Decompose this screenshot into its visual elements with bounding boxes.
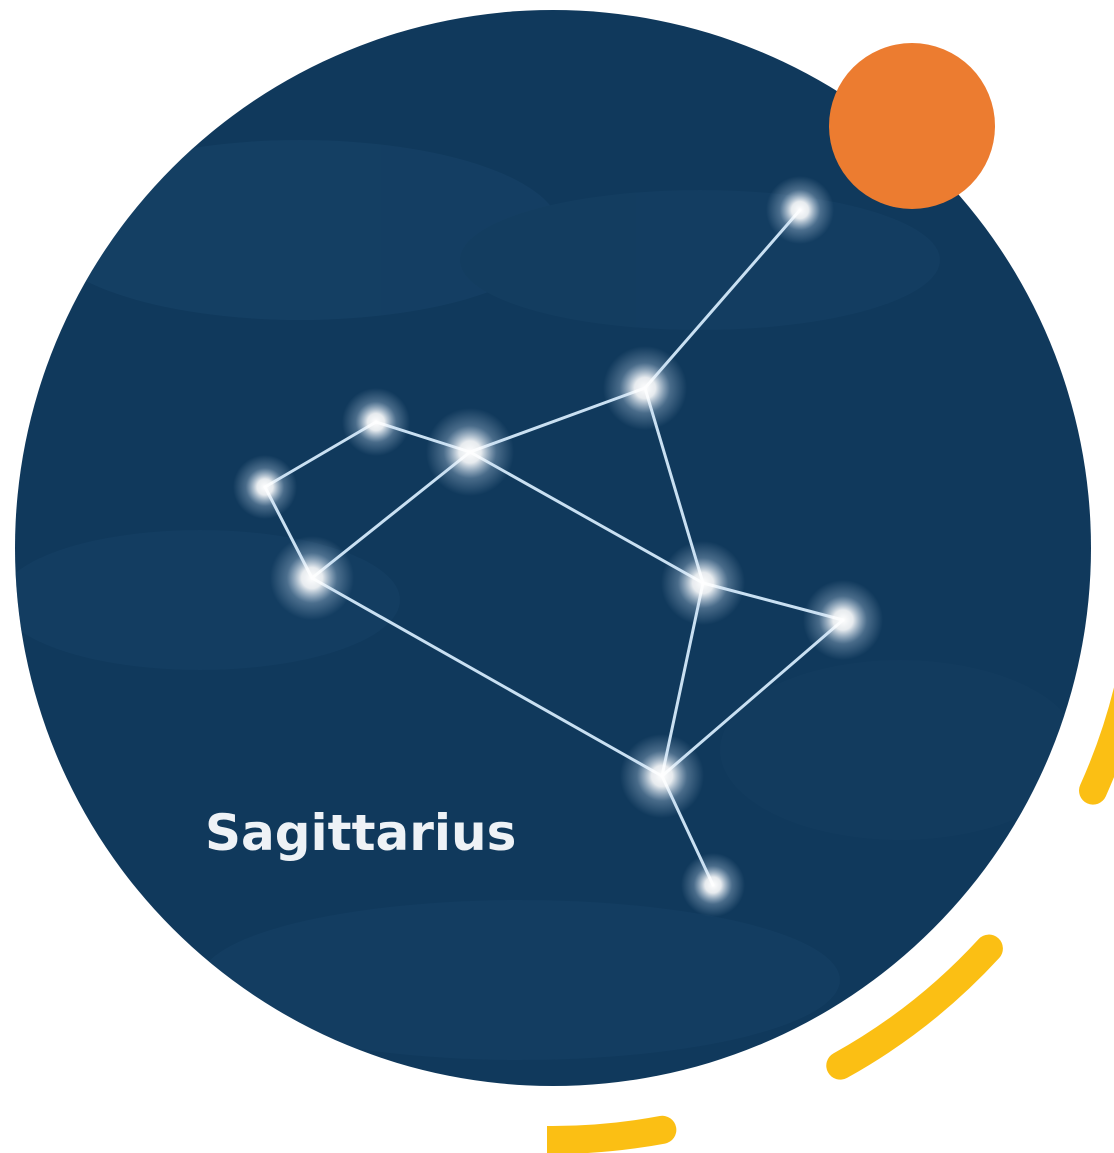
illustration: Sagittarius [0, 0, 1114, 1153]
orange-planet [829, 43, 995, 209]
constellation-label: Sagittarius [205, 804, 516, 862]
